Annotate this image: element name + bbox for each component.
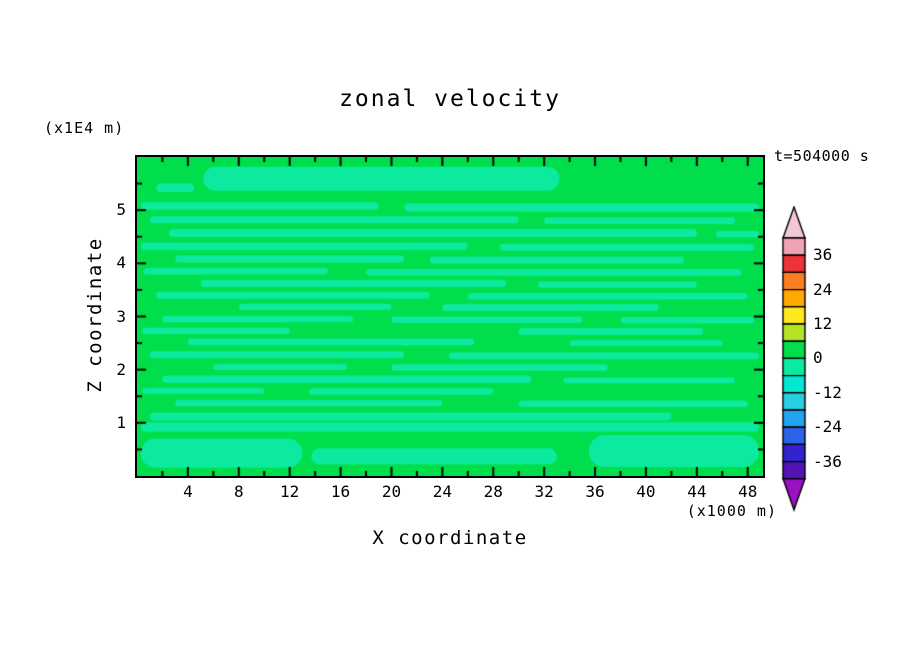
y-tick-label: 3	[116, 306, 126, 326]
x-tick-label: 16	[330, 482, 351, 501]
x-axis-title: X coordinate	[372, 527, 528, 549]
x-tick-label: 44	[687, 482, 707, 501]
colorbar-tick-label: -24	[813, 417, 842, 437]
plot-title: zonal velocity	[339, 86, 561, 112]
x-tick-label: 12	[280, 482, 300, 501]
y-tick-label: 5	[116, 200, 126, 220]
x-tick-label: 36	[585, 482, 605, 501]
x-tick-label: 4	[183, 482, 193, 501]
colorbar-tick-label: 12	[813, 314, 833, 333]
contour-field-canvas	[137, 157, 763, 476]
colorbar-tick-label: -36	[813, 451, 842, 471]
x-tick-label: 32	[534, 482, 554, 501]
colorbar-tick-label: 0	[813, 348, 823, 368]
colorbar	[781, 206, 807, 512]
x-tick-label: 48	[738, 482, 758, 501]
x-tick-label: 8	[233, 482, 244, 501]
x-tick-label: 40	[636, 482, 656, 501]
colorbar-tick-label: -12	[813, 382, 842, 402]
x-tick-label: 28	[483, 482, 503, 501]
colorbar-tick-label: 24	[813, 279, 833, 299]
colorbar-tick-label: 36	[813, 245, 833, 265]
y-tick-label: 4	[116, 253, 126, 273]
x-axis-unit-label: (x1000 m)	[686, 502, 777, 520]
x-tick-label: 24	[432, 482, 452, 501]
plot-frame	[135, 155, 765, 478]
y-tick-label: 2	[116, 359, 126, 379]
y-axis-unit-label: (x1E4 m)	[44, 119, 125, 137]
time-annotation: t=504000 s	[774, 147, 870, 165]
y-tick-label: 1	[116, 412, 126, 432]
x-tick-label: 20	[381, 482, 402, 501]
